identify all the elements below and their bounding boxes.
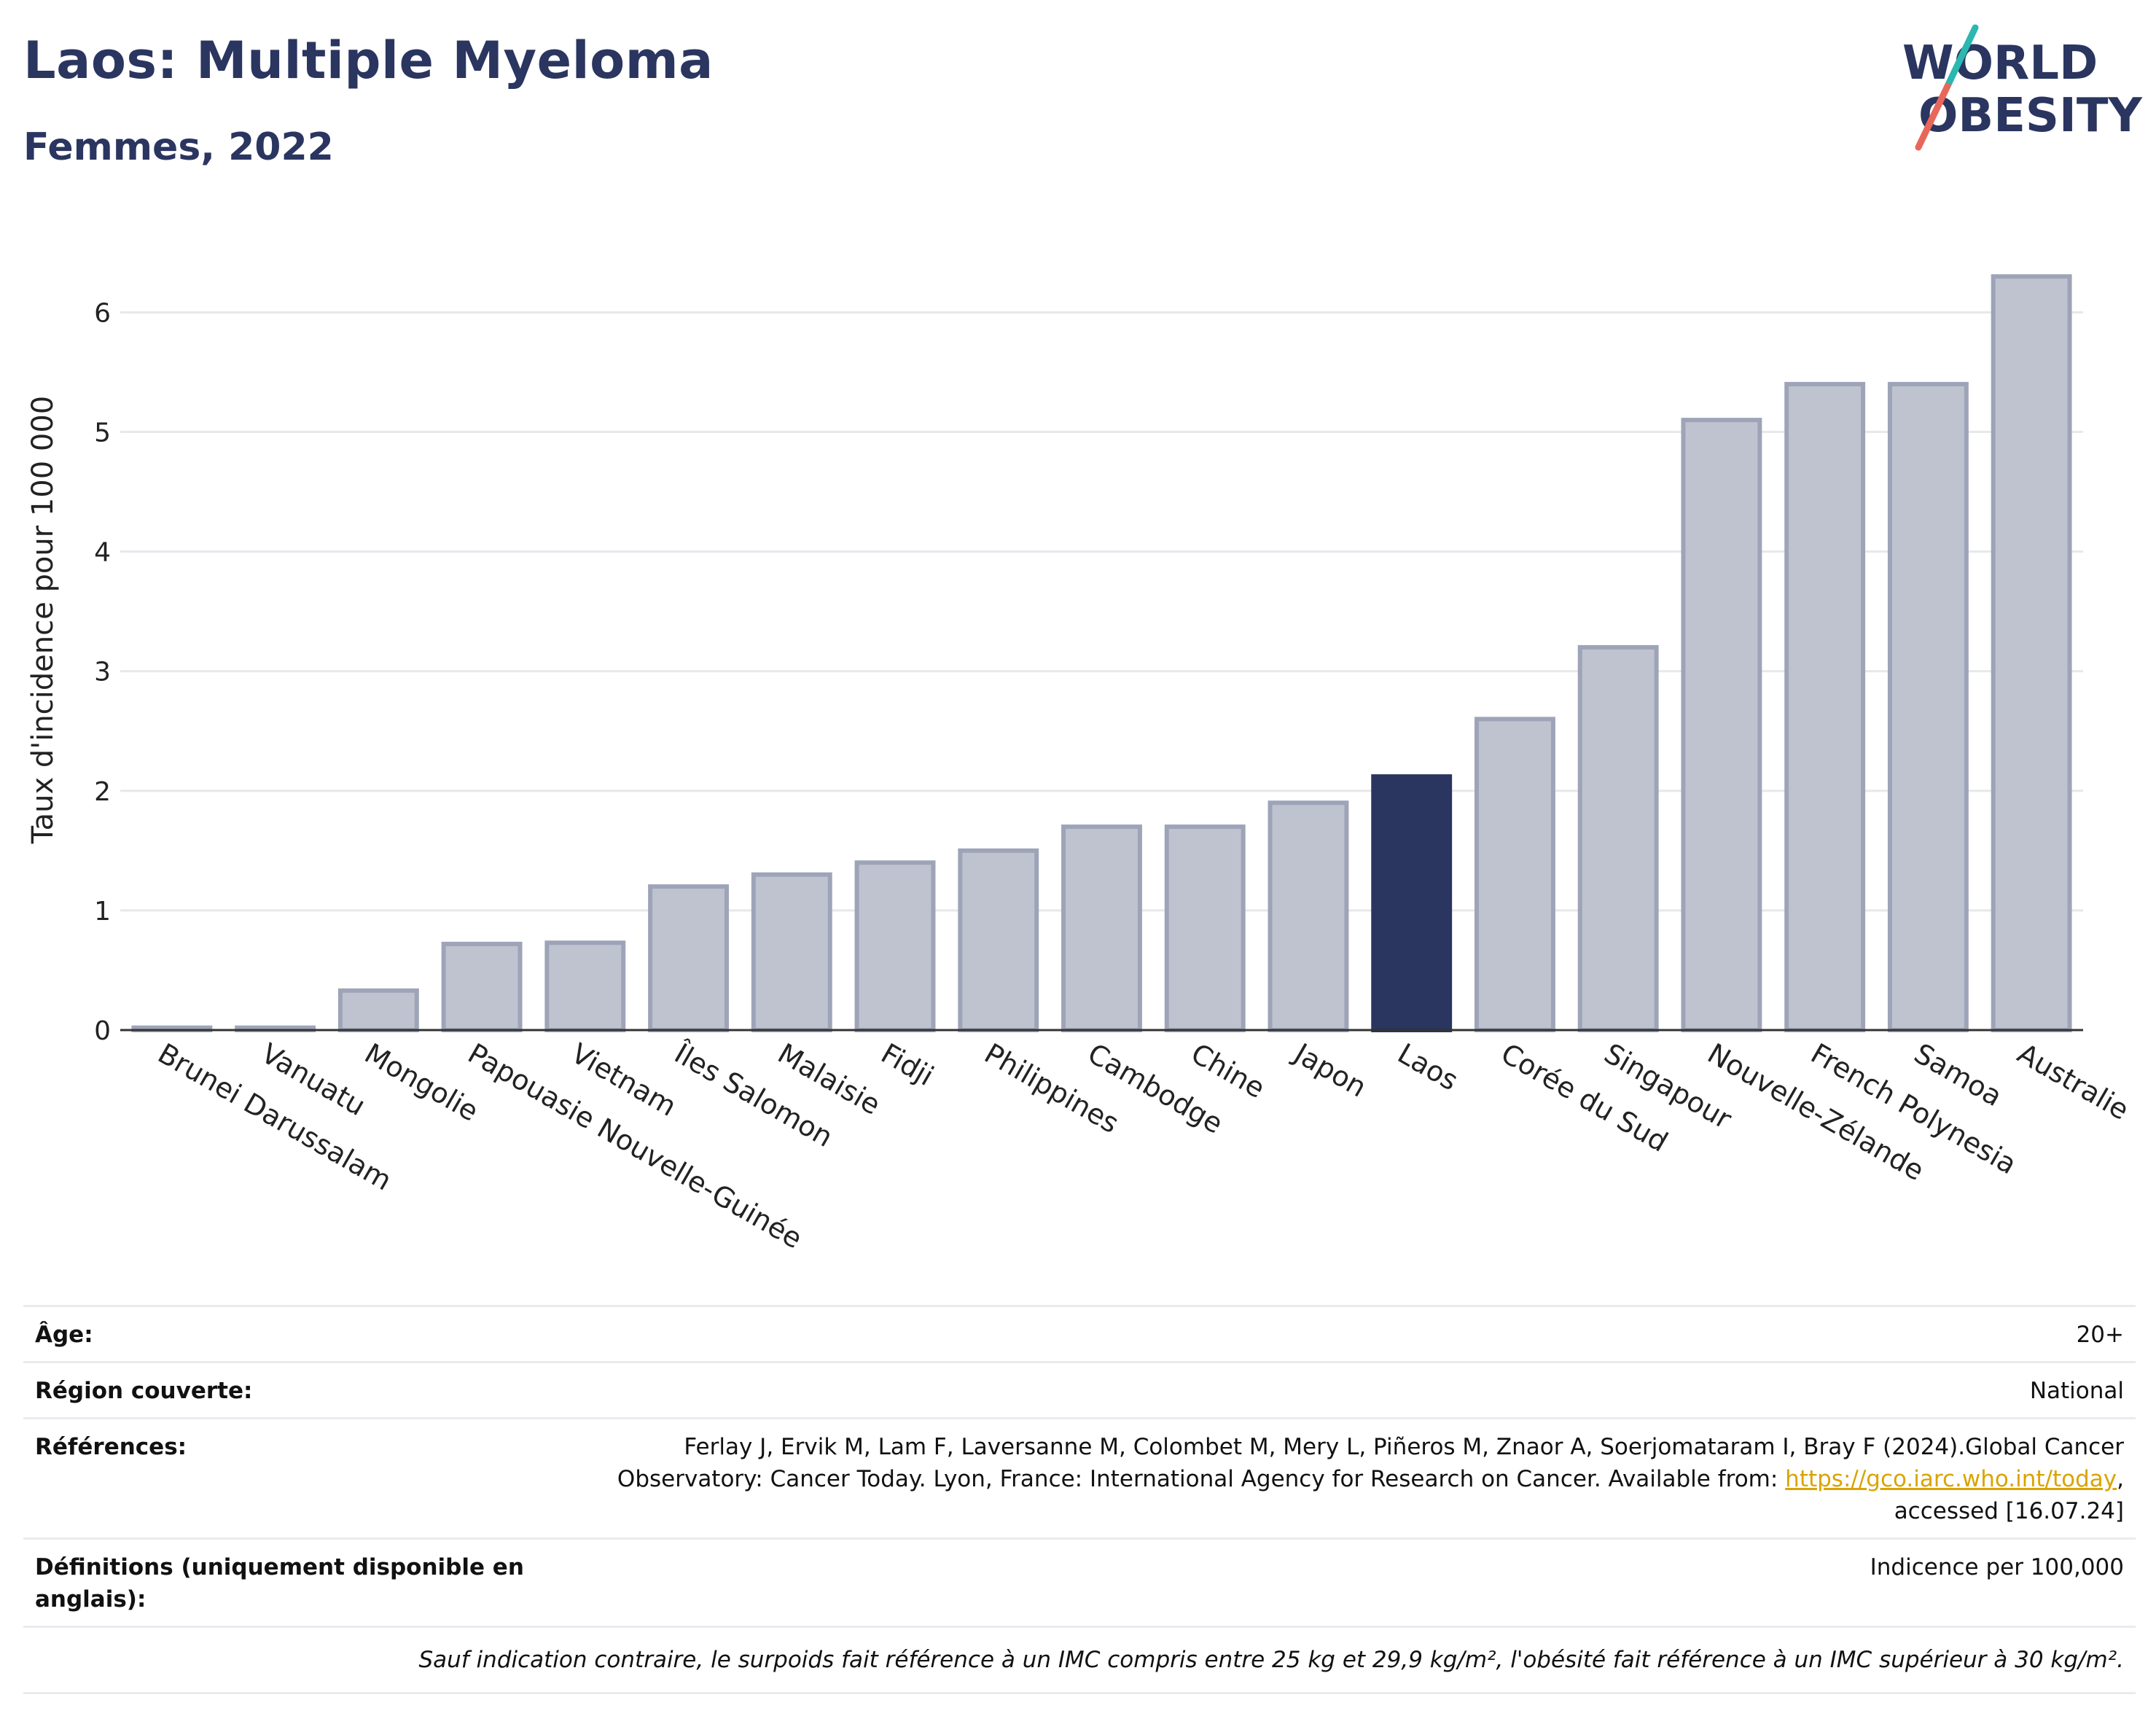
bar-îles-salomon <box>648 884 729 1033</box>
footnote: Sauf indication contraire, le surpoids f… <box>418 1647 2124 1673</box>
svg-text:OBESITY: OBESITY <box>1918 89 2142 143</box>
bar-laos <box>1371 774 1453 1033</box>
region-value: National <box>2029 1378 2124 1404</box>
y-tick-label: 6 <box>94 298 111 328</box>
meta-row-note: Sauf indication contraire, le surpoids f… <box>23 1626 2136 1694</box>
bar-singapour <box>1577 644 1659 1032</box>
bar-japon <box>1268 800 1349 1033</box>
reference-link[interactable]: https://gco.iarc.who.int/today <box>1785 1466 2117 1492</box>
bar-french-polynesia <box>1784 381 1866 1032</box>
y-tick-label: 1 <box>94 897 111 927</box>
reference-line-2: Observatory: Cancer Today. Lyon, France:… <box>617 1466 2124 1492</box>
region-label: Région couverte: <box>35 1378 253 1404</box>
reference-text-2: Observatory: Cancer Today. Lyon, France:… <box>617 1466 1778 1492</box>
bar-chine <box>1164 824 1246 1032</box>
bar-cambodge <box>1061 824 1142 1032</box>
y-tick-label: 5 <box>94 418 111 448</box>
bar-papouasie-nouvelle-guinée <box>441 941 523 1032</box>
x-tick-label: Australie <box>2012 1037 2135 1126</box>
x-tick-label: Fidji <box>876 1037 940 1093</box>
bar-corée-du-sud <box>1475 717 1555 1032</box>
x-tick-label: Japon <box>1288 1037 1372 1104</box>
page-title: Laos: Multiple Myeloma <box>23 31 714 90</box>
references-value: Ferlay J, Ervik M, Lam F, Laversanne M, … <box>545 1431 2124 1527</box>
reference-line-1: Ferlay J, Ervik M, Lam F, Laversanne M, … <box>684 1434 2124 1460</box>
meta-row-definitions: Définitions (uniquement disponible en an… <box>23 1537 2136 1626</box>
definitions-value: Indicence per 100,000 <box>1870 1554 2124 1580</box>
bar-philippines <box>958 848 1039 1033</box>
y-tick-label: 2 <box>94 777 111 807</box>
bar-nouvelle-zélande <box>1681 418 1762 1032</box>
metadata-table: Âge: 20+ Région couverte: National Référ… <box>23 1305 2136 1694</box>
page-subtitle: Femmes, 2022 <box>23 125 334 169</box>
age-label: Âge: <box>35 1322 93 1348</box>
age-value: 20+ <box>2076 1322 2124 1348</box>
references-label: Références: <box>35 1434 187 1460</box>
meta-row-references: Références: Ferlay J, Ervik M, Lam F, La… <box>23 1417 2136 1537</box>
meta-row-region: Région couverte: National <box>23 1361 2136 1417</box>
y-tick-label: 3 <box>94 658 111 687</box>
definitions-label: Définitions (uniquement disponible en an… <box>35 1554 524 1613</box>
bar-mongolie <box>337 988 419 1032</box>
bar-samoa <box>1887 381 1969 1032</box>
bar-fidji <box>854 860 936 1032</box>
bar-australie <box>1991 274 2072 1032</box>
reference-line-3: accessed [16.07.24] <box>1894 1498 2124 1524</box>
x-tick-label: Mongolie <box>359 1037 484 1128</box>
y-tick-label: 0 <box>94 1016 111 1046</box>
meta-row-age: Âge: 20+ <box>23 1305 2136 1361</box>
svg-text:WORLD: WORLD <box>1902 36 2098 90</box>
y-axis-label: Taux d'incidence pour 100 000 <box>26 396 60 844</box>
bar-vietnam <box>544 940 626 1032</box>
x-tick-label: Laos <box>1392 1037 1464 1097</box>
y-tick-label: 4 <box>94 538 111 568</box>
world-obesity-logo: WORLD OBESITY <box>1902 24 2142 151</box>
bar-malaisie <box>751 872 832 1032</box>
